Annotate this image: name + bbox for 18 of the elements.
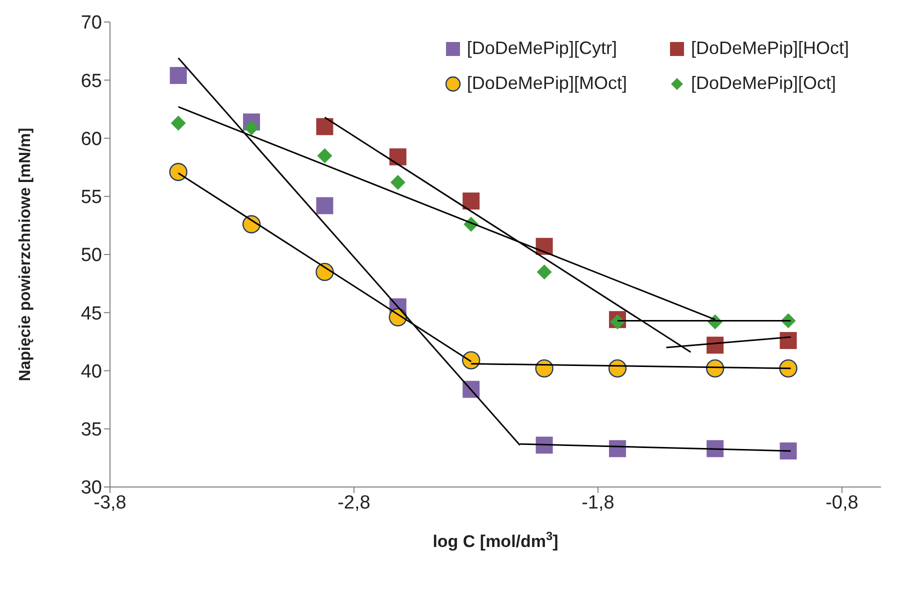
y-tick-label: 30: [80, 478, 102, 499]
x-tick-label: -0,8: [826, 492, 858, 514]
y-tick-label: 55: [80, 187, 102, 208]
legend-label: [DoDeMePip][MOct]: [466, 73, 627, 94]
x-tick-label: -1,8: [582, 492, 614, 514]
legend-label: [DoDeMePip][Cytr]: [466, 38, 617, 59]
y-tick-label: 35: [80, 420, 102, 441]
x-axis-title: log C [mol/dm$^{3}$]: [432, 529, 558, 551]
y-tick-label: 65: [80, 70, 102, 92]
y-tick-label: 60: [80, 128, 102, 150]
y-tick-label: 45: [80, 303, 102, 324]
y-axis-title: Napięcie powierzchniowe [mN/m]: [17, 128, 34, 382]
y-tick-label: 40: [80, 361, 102, 382]
legend-label: [DoDeMePip][HOct]: [690, 38, 849, 59]
y-tick-label: 50: [80, 245, 102, 266]
x-tick-label: -2,8: [338, 492, 370, 514]
legend-label: [DoDeMePip][Oct]: [690, 73, 836, 94]
y-tick-label: 70: [80, 12, 102, 34]
